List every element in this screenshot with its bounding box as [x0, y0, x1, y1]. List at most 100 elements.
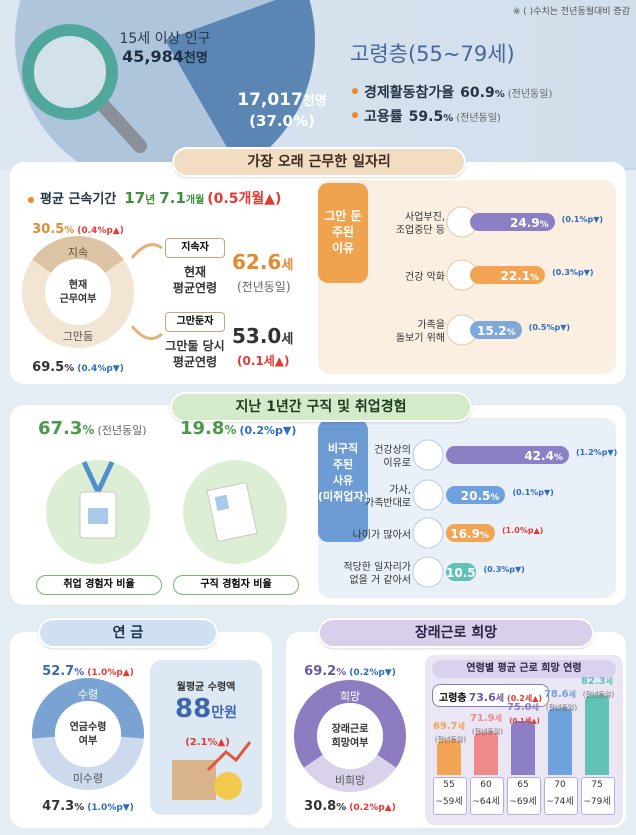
segment-value: 69.2% (0.2%p▼) — [290, 660, 410, 679]
value: 78.6 — [543, 689, 569, 701]
bar: 20.5% — [446, 486, 506, 504]
stat-value: 60.9 — [460, 85, 495, 101]
unit: 만원 — [211, 705, 237, 721]
unit: % — [475, 570, 485, 580]
value: 69.7 — [432, 721, 458, 733]
age: 62.6 — [232, 250, 282, 274]
donut-segment — [294, 680, 406, 768]
population-label: 15세 이상 인구 — [119, 31, 211, 47]
group-label: 55 — [443, 780, 455, 790]
bar: 24.9% — [470, 213, 555, 231]
stat: 고용률 59.5% (전년동일) — [364, 106, 501, 126]
change: (0.4%p▼) — [77, 364, 124, 374]
panel-title: 주된 — [332, 458, 354, 471]
icon — [412, 479, 444, 511]
group-label: 그만둘 당시 — [165, 339, 225, 353]
unit: 세 — [281, 258, 294, 273]
bar: 15.2% — [470, 321, 522, 339]
panel-title: 그만 둔 — [324, 209, 362, 223]
unit: 세 — [457, 722, 466, 732]
bar — [511, 721, 535, 775]
bar-change: (전년동일) — [464, 719, 508, 738]
bar-change: (1.0%p▲) — [499, 526, 543, 536]
segment-value: 69.5% (0.4%p▼) — [18, 356, 138, 375]
change: (전년동일) — [434, 736, 467, 745]
group-box — [507, 777, 541, 815]
years: 17 — [124, 189, 146, 207]
value: 10.5 — [446, 566, 476, 580]
value: 30.5 — [32, 222, 65, 237]
segment-label: 비희망 — [334, 774, 366, 787]
change: (0.2%p▼) — [349, 668, 396, 678]
stat: 67.3% (전년동일) — [38, 418, 147, 439]
bar-change: (전년동일) — [427, 727, 471, 746]
box-icon — [172, 760, 216, 800]
reason-label: 적당한 일자리가 — [343, 562, 411, 573]
reason-label: 조업중단 등 — [395, 225, 445, 236]
tenure: 평균 근속기간 17년 7.1개월 (0.5개월▲) — [40, 188, 281, 208]
stat: 19.8% (0.2%p▼) — [180, 418, 296, 439]
value: 69.2 — [304, 664, 337, 679]
chart-title: 연령별 평균 근로 희망 연령 — [432, 660, 616, 678]
id-photo — [88, 508, 108, 524]
bar-change: (0.3%p▼) — [480, 565, 524, 575]
unit: 세 — [495, 694, 505, 704]
donut-hole — [55, 701, 121, 767]
unit: % — [82, 423, 95, 437]
segment-label: 지속 — [67, 246, 89, 259]
panel-title: (미취업자) — [318, 490, 369, 503]
unit: % — [64, 363, 75, 374]
donut-center: 연금수령 — [69, 722, 107, 733]
bar-change: (전년동일) — [575, 682, 619, 701]
change: (0.1세▲) — [237, 354, 290, 368]
change: (0.4%p▲) — [77, 226, 124, 236]
value: 16.9 — [450, 527, 480, 541]
unit: 세 — [605, 676, 614, 686]
panel-label — [318, 420, 368, 542]
bar-change: (0.1%p▼) — [559, 215, 603, 225]
donut-center: 근무여부 — [59, 294, 97, 305]
group-label: ~69세 — [509, 797, 537, 807]
bar: 16.9% — [446, 524, 495, 542]
monthly-change: (2.1%▲) — [150, 730, 262, 749]
bar-value: 42.4% — [524, 446, 569, 467]
change: (0.3%p▼) — [483, 565, 525, 574]
unit: 천명 — [183, 51, 208, 66]
unit: 년 — [145, 193, 156, 206]
group-label: 60 — [480, 780, 492, 790]
bar-change: (0.3%p▼) — [549, 268, 593, 278]
group-box — [433, 777, 467, 815]
unit: 천명 — [302, 94, 327, 109]
coin-icon — [214, 772, 242, 800]
resume-photo — [214, 494, 230, 511]
reason-label: 건강상의 — [374, 445, 411, 456]
change: (0.3%p▼) — [552, 268, 594, 277]
unit: % — [530, 273, 540, 283]
unit: % — [506, 328, 516, 338]
top-band — [250, 0, 636, 168]
unit: 개월 — [185, 195, 205, 206]
panel-title: 주된 — [331, 225, 355, 239]
change: (0.1%p▼) — [561, 215, 604, 224]
donut-hole — [317, 703, 383, 769]
unit: % — [64, 225, 75, 236]
trend-icon — [206, 741, 252, 772]
value: 42.4 — [524, 449, 554, 463]
donut-center: 희망여부 — [331, 738, 369, 749]
group-box — [544, 777, 578, 815]
segment-value: 47.3% (1.0%p▼) — [28, 795, 148, 814]
value: 71.9 — [469, 713, 495, 725]
value: 82.3 — [580, 675, 606, 687]
overall: 고령층 73.6세 (0.2세▲) — [432, 684, 550, 707]
unit: % — [553, 453, 563, 463]
group-tag: 그만둔자 — [165, 312, 225, 332]
reason-label: 가족을 — [417, 320, 445, 331]
change: (전년동일) — [456, 113, 501, 124]
section-title: 가장 오래 근무한 일자리 — [172, 147, 466, 177]
arrow — [130, 243, 163, 259]
group-label: ~59세 — [435, 797, 463, 807]
change: (0.1%p▼) — [512, 488, 554, 497]
bar: 22.1% — [470, 266, 546, 284]
bar-value: 24.9% — [510, 213, 555, 234]
